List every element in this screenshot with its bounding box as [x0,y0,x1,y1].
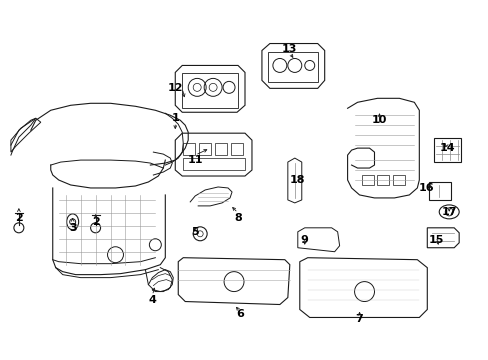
Text: 5: 5 [191,227,199,237]
Text: 8: 8 [234,213,242,223]
Bar [377,175,388,185]
Bar [267,53,317,82]
Bar [393,175,405,185]
Text: 2: 2 [92,217,99,227]
Text: 3: 3 [69,223,76,233]
Text: 2: 2 [15,213,23,223]
Text: 4: 4 [148,294,156,305]
Bar [183,158,244,170]
Text: 7: 7 [355,314,363,324]
Bar [361,175,373,185]
Text: 11: 11 [187,155,203,165]
Text: 1: 1 [171,113,179,123]
Text: 10: 10 [371,115,386,125]
Bar [183,143,195,155]
Text: 17: 17 [441,207,456,217]
Text: 6: 6 [236,310,244,319]
Text: 16: 16 [418,183,433,193]
Text: 14: 14 [439,143,454,153]
Bar [199,143,211,155]
Bar [215,143,226,155]
Text: 9: 9 [300,235,308,245]
Bar [182,73,238,108]
Text: 12: 12 [167,84,183,93]
Text: 15: 15 [427,235,443,245]
Text: 13: 13 [282,44,297,54]
Text: 18: 18 [289,175,305,185]
Bar [230,143,243,155]
